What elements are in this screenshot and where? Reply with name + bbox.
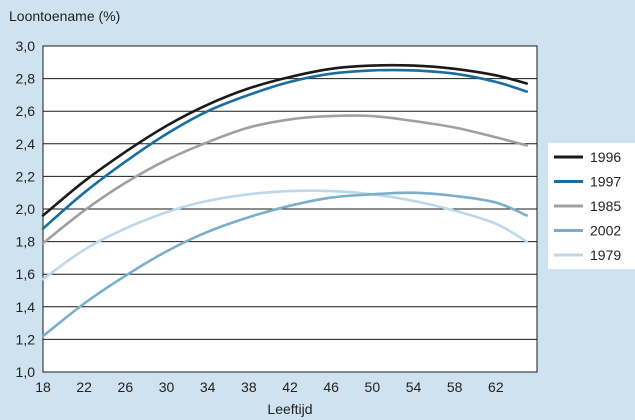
- x-tick-label: 46: [323, 379, 339, 395]
- y-tick-label: 1,2: [16, 331, 36, 347]
- legend: 1996 1997 1985 2002 1979: [548, 143, 635, 269]
- series-line-1985: [41, 114, 528, 245]
- y-tick-label: 2,2: [16, 168, 36, 184]
- x-tick-label: 62: [488, 379, 504, 395]
- x-tick-label: 30: [159, 379, 175, 395]
- gridlines: [43, 78, 537, 340]
- y-tick-label: 2,8: [16, 71, 36, 87]
- y-tick-label: 1,4: [16, 299, 36, 315]
- legend-label-1997: 1997: [590, 174, 621, 190]
- legend-label-1979: 1979: [590, 247, 621, 263]
- x-tick-label: 58: [447, 379, 463, 395]
- x-axis-title: Leeftijd: [267, 401, 312, 417]
- x-tick-label: 42: [282, 379, 298, 395]
- x-tick-label: 54: [406, 379, 422, 395]
- series-line-1997: [41, 68, 528, 230]
- y-tick-label: 2,0: [16, 201, 36, 217]
- legend-label-1985: 1985: [590, 198, 621, 214]
- y-tick-label: 1,6: [16, 266, 36, 282]
- x-tick-label: 34: [200, 379, 216, 395]
- y-axis-title: Loontoename (%): [9, 8, 120, 24]
- y-tick-label: 2,6: [16, 103, 36, 119]
- x-tick-label: 26: [118, 379, 134, 395]
- x-tick-labels: 18 22 26 30 34 38 42 46 50 54 58 62: [35, 379, 504, 395]
- series-line-2002: [41, 191, 528, 338]
- x-tick-label: 50: [365, 379, 381, 395]
- y-tick-labels: 1,0 1,2 1,4 1,6 1,8 2,0 2,2 2,4 2,6 2,8 3,0: [16, 38, 36, 380]
- y-tick-label: 1,0: [16, 364, 36, 380]
- y-tick-label: 3,0: [16, 38, 36, 54]
- x-tick-label: 18: [35, 379, 51, 395]
- series-line-1996: [41, 63, 528, 217]
- series-lines: [41, 63, 528, 338]
- y-tick-label: 2,4: [16, 136, 36, 152]
- legend-label-2002: 2002: [590, 223, 621, 239]
- x-tick-label: 22: [76, 379, 92, 395]
- legend-label-1996: 1996: [590, 149, 621, 165]
- x-tick-label: 38: [241, 379, 257, 395]
- y-tick-label: 1,8: [16, 234, 36, 250]
- series-line-1979: [41, 189, 528, 281]
